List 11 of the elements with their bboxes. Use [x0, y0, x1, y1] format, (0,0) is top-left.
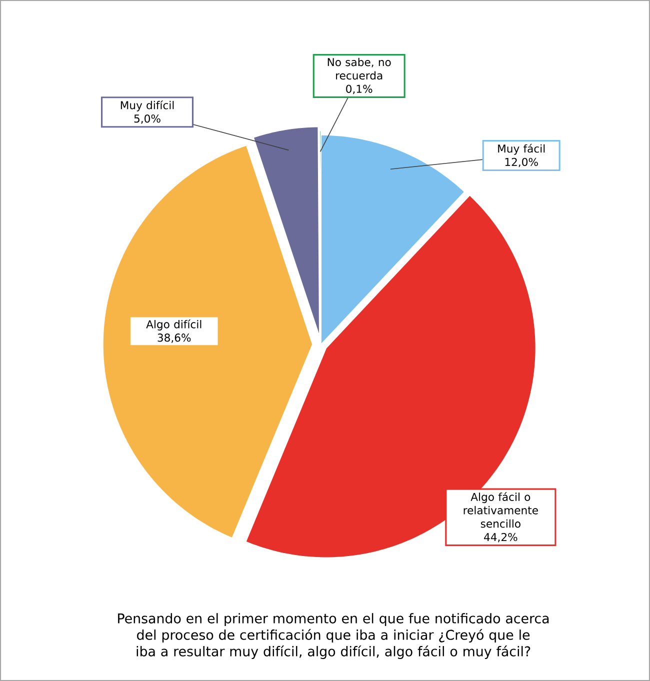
data-label: 5,0%: [134, 114, 160, 124]
data-label: 0,1%: [346, 84, 372, 94]
slice-label: No sabe, no recuerda: [328, 58, 391, 80]
data-label: 44,2%: [484, 532, 518, 542]
slice-label: Algo fácil o relativamente sencillo: [464, 492, 538, 528]
data-label: 38,6%: [158, 334, 191, 343]
slice-label: Algo difícil: [146, 320, 202, 330]
slice-label: Muy fácil: [498, 144, 545, 155]
data-label: 12,0%: [505, 158, 538, 168]
text: Pensando en el primer momento en el que fue notificado acerca del proceso de certificación que iba a iniciar ¿Creyó que le iba a resultar muy difícil, algo difícil, algo fácil o muy fácil?: [118, 613, 549, 659]
slice-label: Muy difícil: [120, 100, 174, 112]
